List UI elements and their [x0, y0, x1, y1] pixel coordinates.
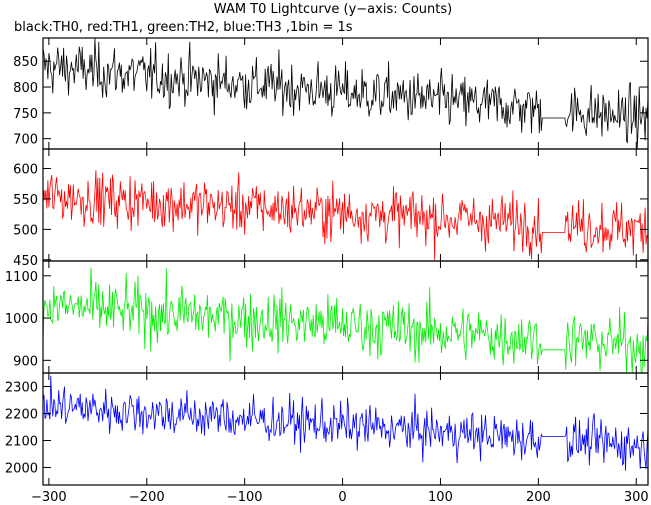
panel-frame — [42, 372, 649, 486]
series-line-th1 — [42, 170, 649, 261]
y-tick-label: 2000 — [5, 461, 38, 476]
y-tick-label: 1000 — [5, 312, 38, 327]
series-line-th3 — [42, 375, 649, 471]
x-tick-label: 200 — [526, 490, 551, 505]
y-tick-label: 450 — [13, 254, 38, 269]
x-tick-label: −300 — [31, 490, 67, 505]
y-tick-label: 600 — [13, 162, 38, 177]
y-tick-label: 800 — [13, 81, 38, 96]
x-tick-label: −200 — [129, 490, 165, 505]
y-tick-label: 700 — [13, 133, 38, 148]
panel-frame — [42, 260, 649, 374]
x-tick-label: 0 — [338, 490, 346, 505]
x-axis: −300 −200 −100 0 100 200 300 — [31, 490, 649, 505]
panels-group: 7007508008504505005506009001000110020002… — [5, 37, 649, 486]
y-tick-label: 900 — [13, 354, 38, 369]
panel-th3: 2000 2100 2200 2300 — [5, 372, 649, 486]
y-tick-label: 500 — [13, 223, 38, 238]
x-tick-label: 300 — [624, 490, 649, 505]
chart-subtitle: black:TH0, red:TH1, green:TH2, blue:TH3 … — [14, 20, 353, 35]
y-tick-label: 750 — [13, 107, 38, 122]
x-tick-label: 100 — [428, 490, 453, 505]
panel-th1: 450 500 550 600 — [13, 148, 649, 269]
x-tick-label: −100 — [227, 490, 263, 505]
panel-frame — [42, 37, 649, 150]
panel-th0: 700 750 800 850 — [13, 37, 649, 150]
panel-frame — [42, 148, 649, 262]
series-line-th2 — [42, 267, 649, 374]
y-tick-label: 550 — [13, 193, 38, 208]
series-line-th0 — [42, 38, 649, 150]
y-tick-label: 2300 — [5, 380, 38, 395]
chart-title: WAM T0 Lightcurve (y−axis: Counts) — [214, 2, 452, 17]
panel-th2: 900 1000 1100 — [5, 260, 649, 374]
y-tick-label: 2200 — [5, 407, 38, 422]
y-tick-label: 850 — [13, 55, 38, 70]
y-tick-label: 1100 — [5, 270, 38, 285]
y-tick-label: 2100 — [5, 434, 38, 449]
